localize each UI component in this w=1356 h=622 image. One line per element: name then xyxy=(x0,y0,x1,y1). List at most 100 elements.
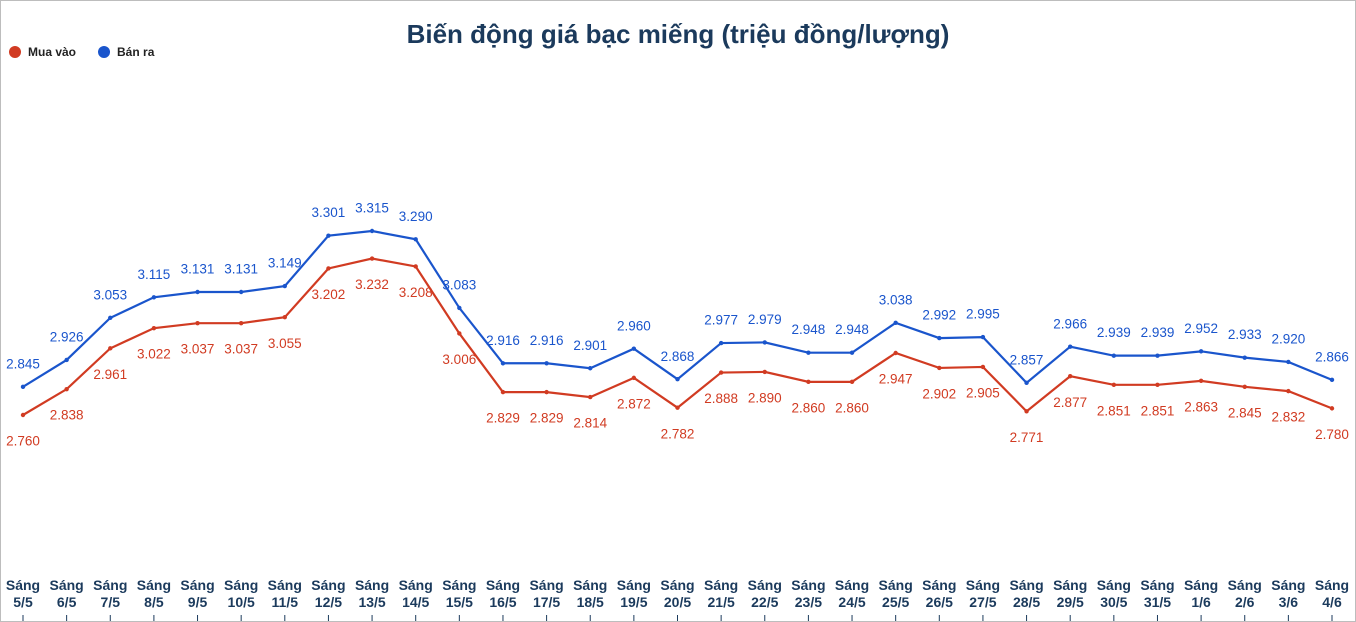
data-label: 2.814 xyxy=(573,416,607,431)
data-point xyxy=(544,361,549,366)
data-point xyxy=(980,334,986,340)
data-label: 2.901 xyxy=(573,338,607,353)
x-tick-label: Sáng 30/5 xyxy=(1096,577,1131,610)
data-label: 2.992 xyxy=(922,308,956,323)
data-label: 3.131 xyxy=(224,262,258,277)
data-point xyxy=(326,233,331,238)
x-tick-label: Sáng 26/5 xyxy=(922,577,957,610)
data-point xyxy=(413,264,418,269)
data-point xyxy=(718,370,724,375)
data-point xyxy=(64,357,69,363)
data-point xyxy=(369,256,375,261)
data-label: 2.868 xyxy=(661,349,695,364)
x-tick-label: Sáng 15/5 xyxy=(442,577,477,610)
data-label: 2.948 xyxy=(792,322,826,337)
data-label: 3.055 xyxy=(268,336,302,351)
data-point xyxy=(326,266,331,271)
data-point xyxy=(675,376,680,382)
data-label: 3.208 xyxy=(399,285,433,300)
data-label: 3.315 xyxy=(355,201,389,216)
data-label: 2.829 xyxy=(530,411,564,426)
x-tick-label: Sáng 11/5 xyxy=(267,577,302,610)
data-point xyxy=(238,289,244,295)
data-point xyxy=(762,369,767,375)
data-label: 2.760 xyxy=(6,434,40,449)
data-point xyxy=(588,394,593,400)
data-label: 2.933 xyxy=(1228,327,1262,342)
x-tick-label: Sáng 8/5 xyxy=(136,577,171,610)
data-point xyxy=(1329,377,1335,383)
data-point xyxy=(151,325,157,331)
data-label: 2.782 xyxy=(661,426,695,441)
data-point xyxy=(20,384,26,390)
data-point xyxy=(195,289,200,295)
data-label: 2.916 xyxy=(530,333,564,348)
data-label: 3.290 xyxy=(399,209,433,224)
data-label: 2.920 xyxy=(1271,332,1305,347)
data-label: 3.037 xyxy=(181,342,215,357)
data-point xyxy=(500,389,506,395)
data-label: 3.149 xyxy=(268,256,302,271)
data-label: 2.860 xyxy=(835,400,869,415)
data-point xyxy=(544,389,549,395)
x-tick-label: Sáng 28/5 xyxy=(1009,577,1044,610)
data-point xyxy=(1198,349,1204,354)
data-label: 2.902 xyxy=(922,386,956,401)
x-tick-label: Sáng 20/5 xyxy=(660,577,695,610)
data-label: 2.877 xyxy=(1053,395,1087,410)
data-label: 2.979 xyxy=(748,312,782,327)
data-point xyxy=(1286,359,1291,365)
x-tick-label: Sáng 12/5 xyxy=(311,577,346,610)
x-tick-label: Sáng 23/5 xyxy=(791,577,826,610)
data-label: 2.845 xyxy=(1228,405,1262,420)
data-label: 3.083 xyxy=(442,277,476,292)
data-point xyxy=(1024,409,1029,414)
data-point xyxy=(893,350,898,356)
data-point xyxy=(282,314,287,320)
data-point xyxy=(1242,384,1247,390)
x-tick-label: Sáng 18/5 xyxy=(573,577,608,610)
data-label: 3.232 xyxy=(355,277,389,292)
x-tick-label: Sáng 1/6 xyxy=(1183,577,1219,610)
data-label: 2.960 xyxy=(617,318,651,333)
x-tick-label: Sáng 2/6 xyxy=(1227,577,1262,610)
data-label: 2.995 xyxy=(966,307,1000,322)
data-point xyxy=(762,340,767,345)
data-point xyxy=(1286,388,1291,394)
data-point xyxy=(1111,382,1117,388)
data-label: 3.053 xyxy=(93,287,127,302)
chart-title: Biến động giá bạc miếng (triệu đồng/lượn… xyxy=(407,19,950,49)
data-label: 2.832 xyxy=(1271,410,1305,425)
legend-marker xyxy=(9,46,21,58)
data-point xyxy=(849,350,855,355)
data-point xyxy=(1242,355,1247,360)
data-label: 2.857 xyxy=(1010,352,1044,367)
data-label: 2.952 xyxy=(1184,321,1218,336)
x-tick-label: Sáng 14/5 xyxy=(398,577,433,610)
data-point xyxy=(675,405,680,410)
data-point xyxy=(980,364,986,370)
data-label: 2.829 xyxy=(486,411,520,426)
data-point xyxy=(806,379,811,385)
legend-label: Mua vào xyxy=(28,45,76,59)
x-tick-label: Sáng 13/5 xyxy=(354,577,390,610)
x-tick-label: Sáng 6/5 xyxy=(49,577,84,610)
data-point xyxy=(500,361,506,366)
data-point xyxy=(1068,374,1073,379)
data-label: 3.022 xyxy=(137,347,171,362)
data-label: 2.851 xyxy=(1097,403,1131,418)
legend-label: Bán ra xyxy=(117,45,155,59)
x-tick-label: Sáng 27/5 xyxy=(965,577,1001,610)
data-label: 2.977 xyxy=(704,313,738,328)
data-point xyxy=(457,331,462,336)
data-label: 2.926 xyxy=(50,330,84,345)
data-label: 2.780 xyxy=(1315,427,1349,442)
data-point xyxy=(937,335,942,341)
data-label: 2.966 xyxy=(1053,316,1087,331)
data-label: 3.301 xyxy=(312,205,346,220)
data-label: 2.939 xyxy=(1097,325,1131,340)
data-point xyxy=(1155,382,1160,388)
data-label: 2.948 xyxy=(835,322,869,337)
